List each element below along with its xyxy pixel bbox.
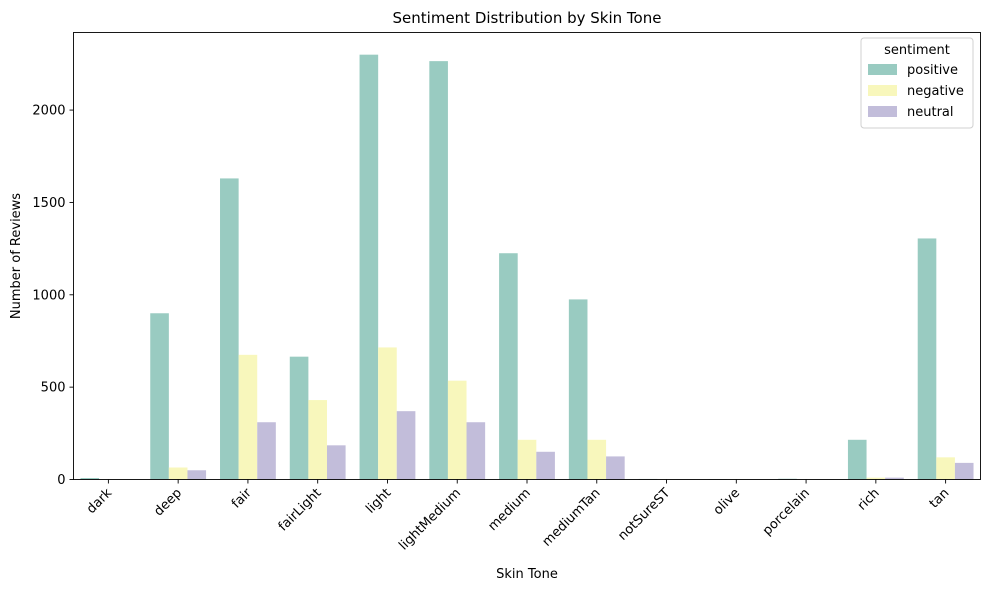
bar-positive-fair bbox=[220, 178, 239, 480]
legend-label-neutral: neutral bbox=[907, 105, 954, 120]
bar-negative-mediumTan bbox=[587, 439, 607, 480]
bar-negative-fair bbox=[238, 354, 258, 480]
y-axis-ticks: 0 500 1000 1500 2000 bbox=[32, 104, 74, 488]
x-tick-label-rich: rich bbox=[855, 486, 883, 514]
bar-positive-rich bbox=[847, 439, 867, 480]
bars bbox=[80, 54, 974, 480]
bar-negative-medium bbox=[517, 439, 537, 480]
bar-negative-fairLight bbox=[308, 400, 327, 480]
bar-neutral-rich bbox=[885, 477, 904, 480]
legend-label-negative: negative bbox=[907, 84, 964, 99]
bar-neutral-medium bbox=[536, 451, 555, 480]
x-tick-label-dark: dark bbox=[84, 485, 116, 517]
bar-positive-light bbox=[359, 54, 379, 480]
x-tick-label-lightMedium: lightMedium bbox=[396, 486, 464, 554]
x-axis-ticks: dark deep fair fairLight light lightMedium med… bbox=[84, 479, 953, 554]
bar-neutral-fair bbox=[257, 422, 276, 480]
bar-neutral-mediumTan bbox=[606, 456, 625, 480]
bar-neutral-deep bbox=[187, 470, 207, 480]
bar-negative-light bbox=[378, 347, 397, 480]
bar-positive-deep bbox=[150, 313, 169, 480]
x-tick-label-fairLight: fairLight bbox=[276, 486, 325, 535]
y-tick-label: 500 bbox=[41, 381, 66, 396]
bar-neutral-light bbox=[396, 411, 416, 480]
y-axis-title: Number of Reviews bbox=[9, 193, 24, 319]
bar-positive-fairLight bbox=[289, 356, 309, 480]
bar-neutral-tan bbox=[954, 462, 974, 480]
x-tick-label-olive: olive bbox=[711, 486, 743, 518]
x-tick-label-fair: fair bbox=[229, 485, 255, 511]
x-tick-label-deep: deep bbox=[151, 486, 185, 520]
bar-negative-rich bbox=[866, 477, 886, 480]
bar-neutral-fairLight bbox=[326, 445, 346, 480]
x-tick-label-mediumTan: mediumTan bbox=[540, 486, 604, 550]
y-tick-label: 1500 bbox=[32, 196, 65, 211]
legend-swatch-neutral bbox=[868, 106, 897, 117]
legend-title: sentiment bbox=[884, 43, 950, 58]
legend-swatch-positive bbox=[868, 64, 897, 75]
y-tick-label: 2000 bbox=[32, 104, 65, 119]
bar-positive-tan bbox=[917, 238, 937, 480]
bar-positive-mediumTan bbox=[568, 299, 588, 480]
bar-negative-tan bbox=[936, 457, 955, 480]
chart-title: Sentiment Distribution by Skin Tone bbox=[393, 9, 662, 27]
x-axis-title: Skin Tone bbox=[496, 567, 558, 582]
bar-negative-lightMedium bbox=[447, 380, 467, 480]
legend-box bbox=[860, 37, 974, 129]
x-tick-label-medium: medium bbox=[485, 486, 533, 534]
bar-positive-medium bbox=[499, 253, 518, 480]
bar-neutral-lightMedium bbox=[466, 422, 486, 480]
bar-positive-lightMedium bbox=[429, 61, 448, 480]
legend-swatch-negative bbox=[868, 85, 897, 96]
x-tick-label-porcelain: porcelain bbox=[760, 486, 813, 539]
legend: sentiment positive negative neutral bbox=[860, 37, 974, 129]
x-tick-label-tan: tan bbox=[927, 486, 953, 512]
x-tick-label-notSureST: notSureST bbox=[615, 486, 673, 544]
y-tick-label: 0 bbox=[57, 473, 65, 488]
bar-positive-dark bbox=[80, 478, 100, 480]
legend-label-positive: positive bbox=[907, 63, 958, 78]
bar-negative-deep bbox=[168, 467, 188, 480]
x-tick-label-light: light bbox=[363, 486, 394, 517]
plot-frame bbox=[73, 32, 981, 480]
y-tick-label: 1000 bbox=[32, 288, 65, 303]
